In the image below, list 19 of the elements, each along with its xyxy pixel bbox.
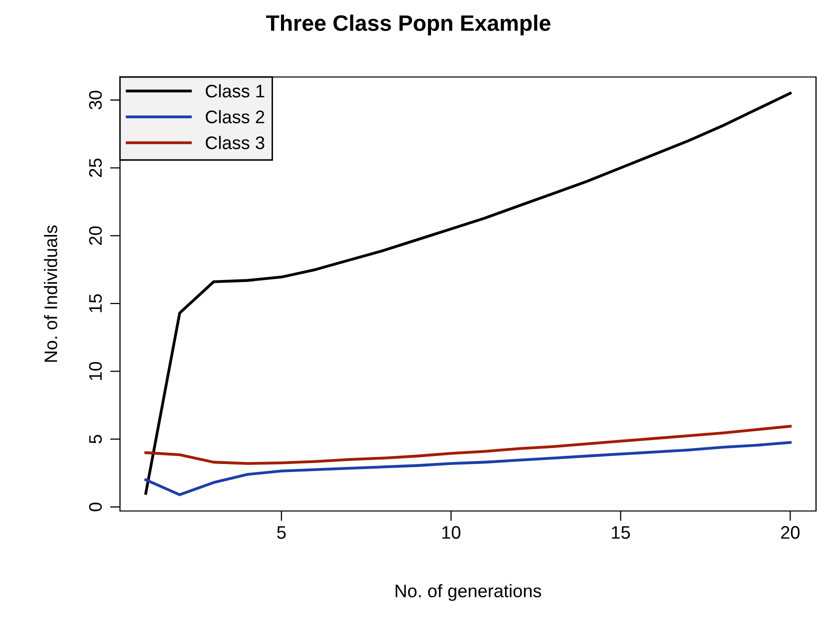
x-axis-title: No. of generations (396, 584, 542, 601)
x-tick-label: 15 (612, 526, 630, 539)
y-axis-title: No. of Individuals (44, 225, 58, 362)
line-series (144, 441, 792, 496)
chart-title: Three Class Popn Example (266, 14, 550, 36)
y-tick-label: 25 (89, 158, 102, 177)
y-tick-label: 20 (89, 226, 102, 245)
y-tick-label: 5 (89, 434, 102, 444)
x-tick-label: 5 (277, 526, 286, 539)
y-tick-label: 10 (89, 362, 102, 380)
legend-label: Class 2 (206, 110, 264, 124)
legend-label: Class 1 (206, 84, 264, 98)
x-tick-label: 10 (442, 526, 460, 539)
y-tick-label: 15 (89, 294, 102, 312)
legend-label: Class 3 (206, 136, 264, 150)
line-series (144, 424, 792, 465)
y-tick-label: 30 (89, 90, 102, 110)
y-tick-label: 0 (89, 502, 102, 512)
x-tick-label: 20 (781, 526, 800, 539)
